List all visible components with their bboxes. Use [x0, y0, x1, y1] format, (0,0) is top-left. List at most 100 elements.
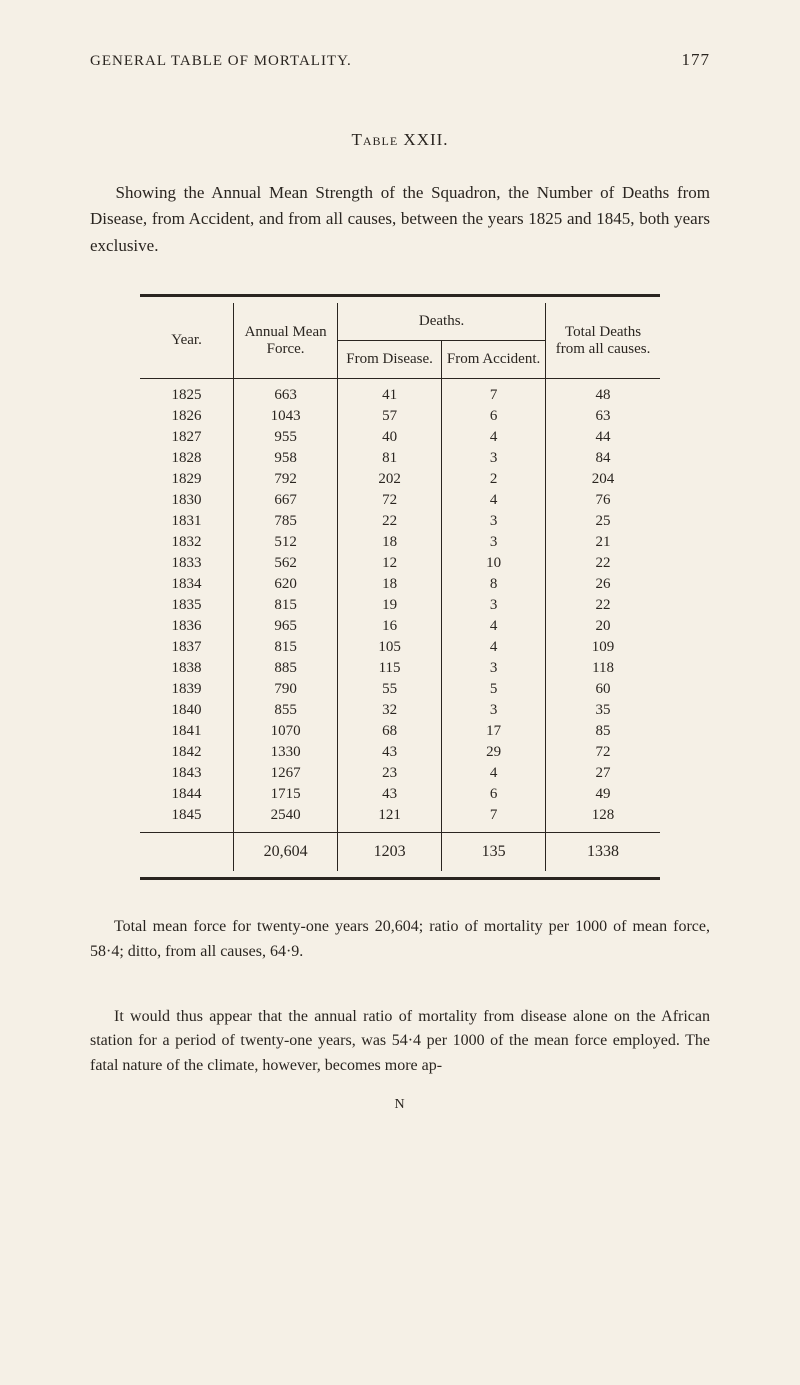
cell-force: 1043 — [234, 406, 338, 427]
table-row: 18388851153118 — [140, 658, 660, 679]
cell-total: 118 — [546, 658, 660, 679]
table-row: 184525401217128 — [140, 805, 660, 833]
cell-year: 1825 — [140, 379, 234, 407]
cell-force: 663 — [234, 379, 338, 407]
cell-disease: 72 — [338, 490, 442, 511]
cell-accident: 8 — [442, 574, 546, 595]
closing-paragraph: It would thus appear that the annual rat… — [90, 1005, 710, 1079]
cell-total: 204 — [546, 469, 660, 490]
col-header-disease: From Disease. — [338, 341, 442, 379]
table-totals-row: 20,604 1203 135 1338 — [140, 833, 660, 872]
cell-year: 1826 — [140, 406, 234, 427]
cell-total: 48 — [546, 379, 660, 407]
cell-disease: 55 — [338, 679, 442, 700]
cell-force: 512 — [234, 532, 338, 553]
cell-year: 1833 — [140, 553, 234, 574]
table-row: 18421330432972 — [140, 742, 660, 763]
header-title: GENERAL TABLE OF MORTALITY. — [90, 53, 352, 70]
cell-year: 1836 — [140, 616, 234, 637]
table-row: 183178522325 — [140, 511, 660, 532]
cell-force: 667 — [234, 490, 338, 511]
totals-force: 20,604 — [234, 833, 338, 872]
totals-disease: 1203 — [338, 833, 442, 872]
cell-disease: 19 — [338, 595, 442, 616]
cell-disease: 12 — [338, 553, 442, 574]
cell-accident: 4 — [442, 490, 546, 511]
table-row: 1833562121022 — [140, 553, 660, 574]
cell-force: 1070 — [234, 721, 338, 742]
cell-accident: 7 — [442, 805, 546, 833]
cell-disease: 43 — [338, 742, 442, 763]
cell-force: 958 — [234, 448, 338, 469]
cell-total: 44 — [546, 427, 660, 448]
cell-year: 1842 — [140, 742, 234, 763]
cell-disease: 202 — [338, 469, 442, 490]
cell-force: 955 — [234, 427, 338, 448]
cell-disease: 81 — [338, 448, 442, 469]
cell-accident: 4 — [442, 427, 546, 448]
cell-disease: 41 — [338, 379, 442, 407]
col-header-year: Year. — [140, 303, 234, 379]
table-row: 18297922022204 — [140, 469, 660, 490]
intro-paragraph: Showing the Annual Mean Strength of the … — [90, 180, 710, 259]
cell-disease: 115 — [338, 658, 442, 679]
cell-force: 1267 — [234, 763, 338, 784]
cell-year: 1837 — [140, 637, 234, 658]
cell-force: 562 — [234, 553, 338, 574]
table-row: 1844171543649 — [140, 784, 660, 805]
cell-accident: 4 — [442, 763, 546, 784]
cell-force: 885 — [234, 658, 338, 679]
col-header-force: Annual Mean Force. — [234, 303, 338, 379]
cell-total: 35 — [546, 700, 660, 721]
table-row: 182895881384 — [140, 448, 660, 469]
cell-force: 2540 — [234, 805, 338, 833]
cell-accident: 10 — [442, 553, 546, 574]
cell-total: 76 — [546, 490, 660, 511]
cell-year: 1830 — [140, 490, 234, 511]
table-row: 182566341748 — [140, 379, 660, 407]
cell-year: 1838 — [140, 658, 234, 679]
cell-year: 1827 — [140, 427, 234, 448]
totals-total: 1338 — [546, 833, 660, 872]
cell-force: 620 — [234, 574, 338, 595]
col-header-deaths-group: Deaths. — [338, 303, 546, 341]
cell-total: 85 — [546, 721, 660, 742]
col-header-total: Total Deaths from all causes. — [546, 303, 660, 379]
cell-accident: 3 — [442, 595, 546, 616]
table-row: 183696516420 — [140, 616, 660, 637]
col-header-accident: From Accident. — [442, 341, 546, 379]
cell-total: 72 — [546, 742, 660, 763]
summary-paragraph: Total mean force for twenty-one years 20… — [90, 915, 710, 965]
table-row: 1826104357663 — [140, 406, 660, 427]
cell-force: 1715 — [234, 784, 338, 805]
cell-force: 785 — [234, 511, 338, 532]
totals-accident: 135 — [442, 833, 546, 872]
cell-year: 1835 — [140, 595, 234, 616]
table-row: 182795540444 — [140, 427, 660, 448]
cell-total: 60 — [546, 679, 660, 700]
cell-disease: 16 — [338, 616, 442, 637]
cell-accident: 4 — [442, 616, 546, 637]
cell-disease: 18 — [338, 574, 442, 595]
table-row: 18411070681785 — [140, 721, 660, 742]
signature-mark: N — [90, 1097, 710, 1113]
cell-total: 27 — [546, 763, 660, 784]
cell-total: 22 — [546, 595, 660, 616]
table-row: 183462018826 — [140, 574, 660, 595]
table-row: 183581519322 — [140, 595, 660, 616]
table-row: 183979055560 — [140, 679, 660, 700]
cell-total: 109 — [546, 637, 660, 658]
cell-year: 1845 — [140, 805, 234, 833]
cell-force: 1330 — [234, 742, 338, 763]
cell-accident: 4 — [442, 637, 546, 658]
cell-force: 792 — [234, 469, 338, 490]
cell-accident: 17 — [442, 721, 546, 742]
mortality-table: Year. Annual Mean Force. Deaths. Total D… — [140, 303, 660, 871]
cell-force: 965 — [234, 616, 338, 637]
cell-total: 21 — [546, 532, 660, 553]
cell-disease: 121 — [338, 805, 442, 833]
cell-year: 1844 — [140, 784, 234, 805]
cell-accident: 3 — [442, 448, 546, 469]
cell-force: 815 — [234, 637, 338, 658]
cell-total: 128 — [546, 805, 660, 833]
